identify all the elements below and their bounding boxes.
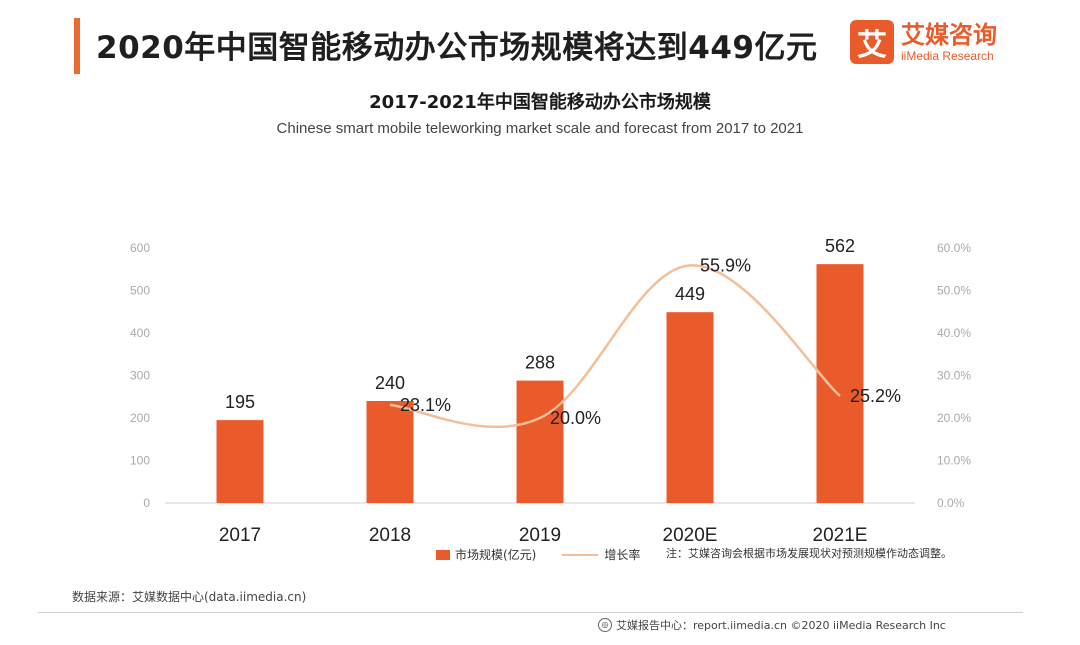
report-center-icon: ◎ bbox=[598, 618, 612, 632]
bar-2018 bbox=[366, 401, 414, 503]
y-axis-tick-label: 300 bbox=[130, 369, 150, 383]
y-axis-tick-label: 500 bbox=[130, 284, 150, 298]
legend-bar-label: 市场规模(亿元) bbox=[455, 548, 537, 562]
x-axis-tick-label: 2020E bbox=[663, 525, 718, 546]
bar-value-label: 240 bbox=[375, 373, 405, 393]
y2-axis-tick-label: 60.0% bbox=[937, 241, 971, 255]
growth-rate-label: 23.1% bbox=[400, 395, 451, 415]
y-axis-tick-label: 400 bbox=[130, 326, 150, 340]
growth-rate-label: 20.0% bbox=[550, 408, 601, 428]
x-axis-tick-label: 2019 bbox=[519, 525, 561, 546]
y2-axis-tick-label: 10.0% bbox=[937, 454, 971, 468]
x-axis-tick-label: 2021E bbox=[813, 525, 868, 546]
footer: ◎ 艾媒报告中心：report.iimedia.cn ©2020 iiMedia… bbox=[598, 617, 946, 633]
bar-2021E bbox=[816, 264, 864, 503]
legend-line-label: 增长率 bbox=[604, 548, 641, 562]
chart-legend: 市场规模(亿元) 增长率 bbox=[436, 546, 640, 563]
y2-axis-tick-label: 50.0% bbox=[937, 284, 971, 298]
legend-line-swatch bbox=[562, 553, 599, 556]
x-axis-tick-label: 2018 bbox=[369, 525, 411, 546]
iimedia-logo: 艾 艾媒咨询 iiMedia Research bbox=[850, 20, 997, 64]
data-source: 数据来源：艾媒数据中心(data.iimedia.cn) bbox=[72, 590, 307, 604]
bar-2017 bbox=[216, 420, 264, 503]
growth-rate-line bbox=[389, 264, 841, 429]
x-axis-tick-label: 2017 bbox=[219, 525, 261, 546]
bar-2020E bbox=[666, 312, 714, 503]
footer-divider bbox=[38, 612, 1023, 613]
y2-axis-tick-label: 30.0% bbox=[937, 369, 971, 383]
logo-text: 艾媒咨询 iiMedia Research bbox=[901, 23, 997, 62]
growth-rate-label: 55.9% bbox=[700, 255, 751, 275]
footer-text: 艾媒报告中心：report.iimedia.cn ©2020 iiMedia R… bbox=[616, 619, 946, 632]
forecast-note: 注：艾媒咨询会根据市场发展现状对预测规模作动态调整。 bbox=[666, 547, 952, 560]
bar-value-label: 288 bbox=[525, 353, 555, 373]
y2-axis-tick-label: 0.0% bbox=[937, 496, 965, 510]
y-axis-tick-label: 0 bbox=[143, 496, 150, 510]
y2-axis-tick-label: 40.0% bbox=[937, 326, 971, 340]
logo-en: iiMedia Research bbox=[901, 48, 994, 63]
chart-subtitle: Chinese smart mobile teleworking market … bbox=[276, 120, 804, 137]
bar-value-label: 195 bbox=[225, 392, 255, 412]
logo-mark: 艾 bbox=[850, 20, 894, 64]
growth-rate-label: 25.2% bbox=[850, 386, 901, 406]
chart-title: 2017-2021年中国智能移动办公市场规模 bbox=[369, 92, 711, 113]
headline-accent-bar bbox=[74, 18, 80, 74]
y-axis-tick-label: 100 bbox=[130, 454, 150, 468]
legend-bar-swatch bbox=[436, 549, 450, 560]
bar-value-label: 449 bbox=[675, 284, 705, 304]
y-axis-tick-label: 600 bbox=[130, 241, 150, 255]
page-headline: 2020年中国智能移动办公市场规模将达到449亿元 bbox=[96, 30, 818, 66]
y2-axis-tick-label: 20.0% bbox=[937, 411, 971, 425]
logo-cn: 艾媒咨询 bbox=[901, 20, 997, 49]
y-axis-tick-label: 200 bbox=[130, 411, 150, 425]
bar-value-label: 562 bbox=[825, 236, 855, 256]
bar-2019 bbox=[516, 380, 564, 503]
